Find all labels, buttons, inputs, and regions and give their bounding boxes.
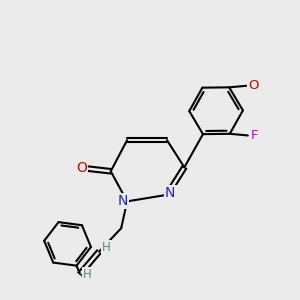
Text: O: O xyxy=(248,79,259,92)
Text: F: F xyxy=(250,129,258,142)
Text: N: N xyxy=(165,186,175,200)
Text: N: N xyxy=(117,194,128,208)
Text: O: O xyxy=(76,161,87,175)
Text: H: H xyxy=(102,241,111,254)
Text: H: H xyxy=(83,268,92,281)
